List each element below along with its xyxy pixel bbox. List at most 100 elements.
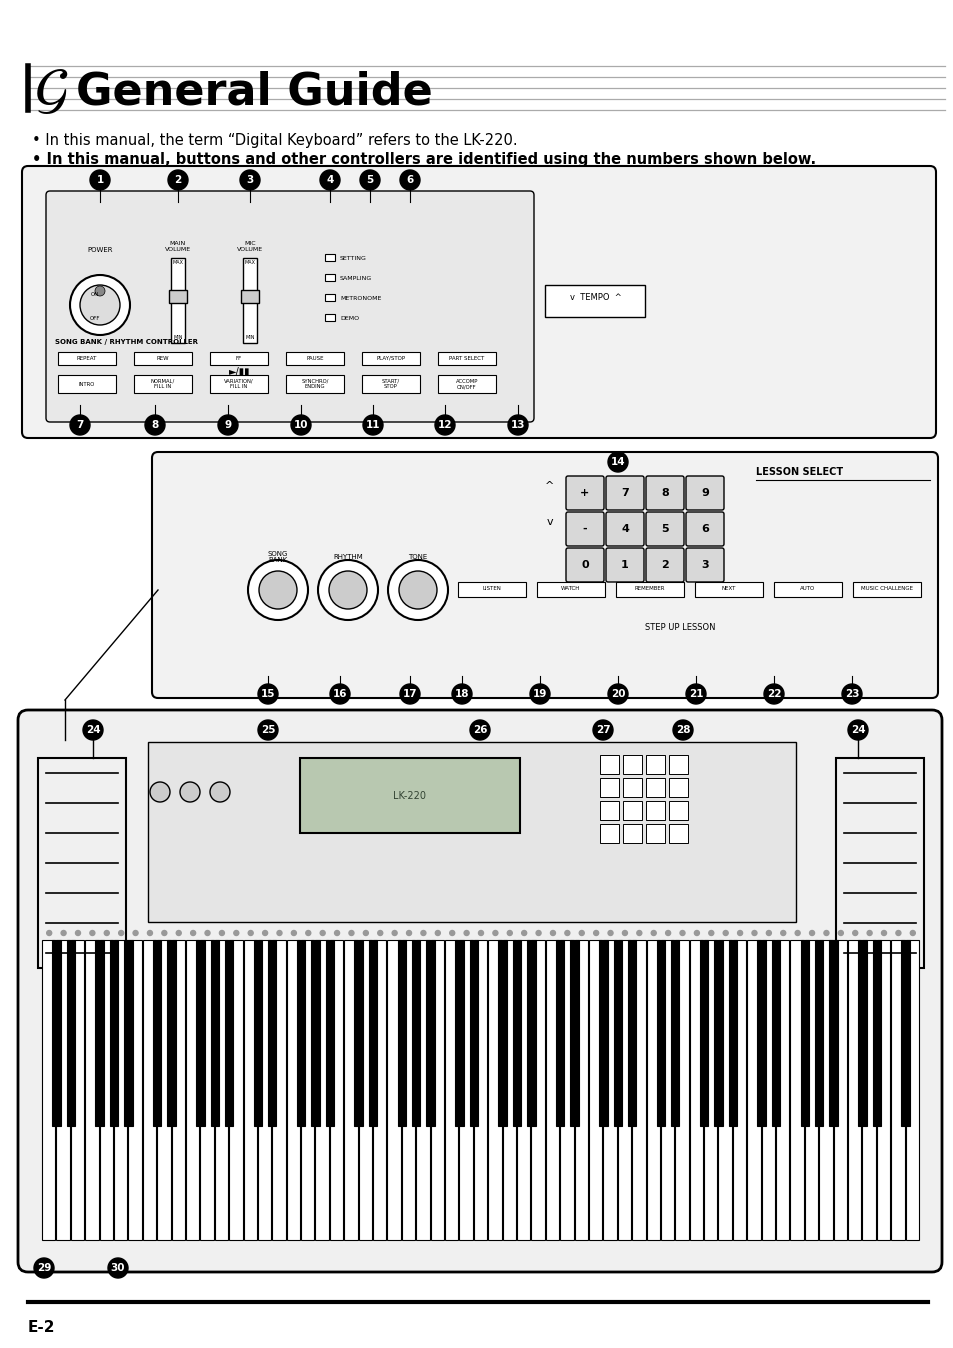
Circle shape xyxy=(452,683,472,704)
Text: NEXT: NEXT xyxy=(721,586,736,592)
Bar xyxy=(613,940,621,1126)
Bar xyxy=(344,940,357,1240)
Bar xyxy=(668,778,687,797)
Circle shape xyxy=(150,782,170,802)
Bar xyxy=(700,940,707,1126)
Text: START/
STOP: START/ STOP xyxy=(381,379,399,390)
Bar xyxy=(703,940,717,1240)
Circle shape xyxy=(95,286,105,297)
FancyBboxPatch shape xyxy=(152,452,937,698)
Text: LK-220: LK-220 xyxy=(393,791,426,801)
Circle shape xyxy=(359,170,379,190)
Text: 7: 7 xyxy=(76,421,84,430)
Text: PAUSE: PAUSE xyxy=(306,356,323,360)
Text: REW: REW xyxy=(156,356,169,360)
Text: MUSIC CHALLENGE: MUSIC CHALLENGE xyxy=(861,586,912,592)
Bar xyxy=(325,253,335,262)
Circle shape xyxy=(145,415,165,435)
Text: 3: 3 xyxy=(700,559,708,570)
Text: 17: 17 xyxy=(402,689,416,700)
Bar xyxy=(660,940,674,1240)
Bar xyxy=(171,257,185,342)
Text: 15: 15 xyxy=(260,689,275,700)
Bar xyxy=(186,940,199,1240)
Circle shape xyxy=(219,930,224,936)
Text: 0: 0 xyxy=(580,559,588,570)
Circle shape xyxy=(317,559,377,620)
Text: OFF: OFF xyxy=(90,315,100,321)
Circle shape xyxy=(881,930,885,936)
Bar xyxy=(325,940,334,1126)
Bar xyxy=(627,940,636,1126)
Bar xyxy=(599,801,618,820)
Bar xyxy=(904,940,918,1240)
Bar xyxy=(85,940,98,1240)
FancyBboxPatch shape xyxy=(22,166,935,438)
FancyBboxPatch shape xyxy=(46,191,534,422)
Text: -: - xyxy=(582,524,587,534)
Text: 7: 7 xyxy=(620,488,628,497)
Text: 19: 19 xyxy=(533,689,547,700)
Text: 14: 14 xyxy=(610,457,624,466)
Bar xyxy=(790,940,803,1240)
Circle shape xyxy=(205,930,210,936)
Circle shape xyxy=(392,930,396,936)
Circle shape xyxy=(564,930,569,936)
Circle shape xyxy=(478,930,483,936)
Text: INTRO: INTRO xyxy=(79,381,95,387)
Bar xyxy=(152,940,161,1126)
Circle shape xyxy=(780,930,785,936)
Text: 9: 9 xyxy=(224,421,232,430)
Circle shape xyxy=(320,930,325,936)
Circle shape xyxy=(607,452,627,472)
Bar xyxy=(325,274,335,280)
Circle shape xyxy=(399,683,419,704)
Text: PLAY/STOP: PLAY/STOP xyxy=(376,356,405,360)
Bar xyxy=(488,940,501,1240)
Text: 12: 12 xyxy=(437,421,452,430)
Bar xyxy=(169,290,187,303)
Circle shape xyxy=(80,284,120,325)
Text: 23: 23 xyxy=(843,689,859,700)
Text: 4: 4 xyxy=(620,524,628,534)
Bar xyxy=(531,940,544,1240)
Bar xyxy=(129,940,142,1240)
Circle shape xyxy=(176,930,181,936)
Bar xyxy=(430,940,443,1240)
Circle shape xyxy=(108,1258,128,1278)
Bar xyxy=(253,940,262,1126)
Circle shape xyxy=(909,930,914,936)
Text: RHYTHM: RHYTHM xyxy=(333,554,362,559)
Bar xyxy=(599,778,618,797)
Bar xyxy=(775,940,789,1240)
Bar xyxy=(200,940,213,1240)
Text: $\mathcal{G}$: $\mathcal{G}$ xyxy=(34,65,69,120)
Text: 27: 27 xyxy=(595,725,610,735)
Circle shape xyxy=(637,930,641,936)
Circle shape xyxy=(180,782,200,802)
Circle shape xyxy=(794,930,800,936)
Bar xyxy=(556,940,564,1126)
Text: 29: 29 xyxy=(37,1263,51,1273)
Bar xyxy=(502,940,516,1240)
Bar xyxy=(286,352,344,365)
Text: General Guide: General Guide xyxy=(76,70,433,113)
Bar xyxy=(325,294,335,301)
Bar xyxy=(537,582,604,597)
Circle shape xyxy=(651,930,656,936)
Circle shape xyxy=(262,930,268,936)
Circle shape xyxy=(291,415,311,435)
Circle shape xyxy=(751,930,756,936)
Text: REPEAT: REPEAT xyxy=(77,356,97,360)
Bar xyxy=(618,940,631,1240)
Bar xyxy=(890,940,903,1240)
FancyBboxPatch shape xyxy=(605,476,643,510)
Bar xyxy=(387,940,400,1240)
Circle shape xyxy=(463,930,469,936)
Bar xyxy=(622,778,641,797)
Bar xyxy=(257,940,271,1240)
Text: 9: 9 xyxy=(700,488,708,497)
Circle shape xyxy=(276,930,282,936)
Circle shape xyxy=(319,170,339,190)
Bar xyxy=(457,582,525,597)
